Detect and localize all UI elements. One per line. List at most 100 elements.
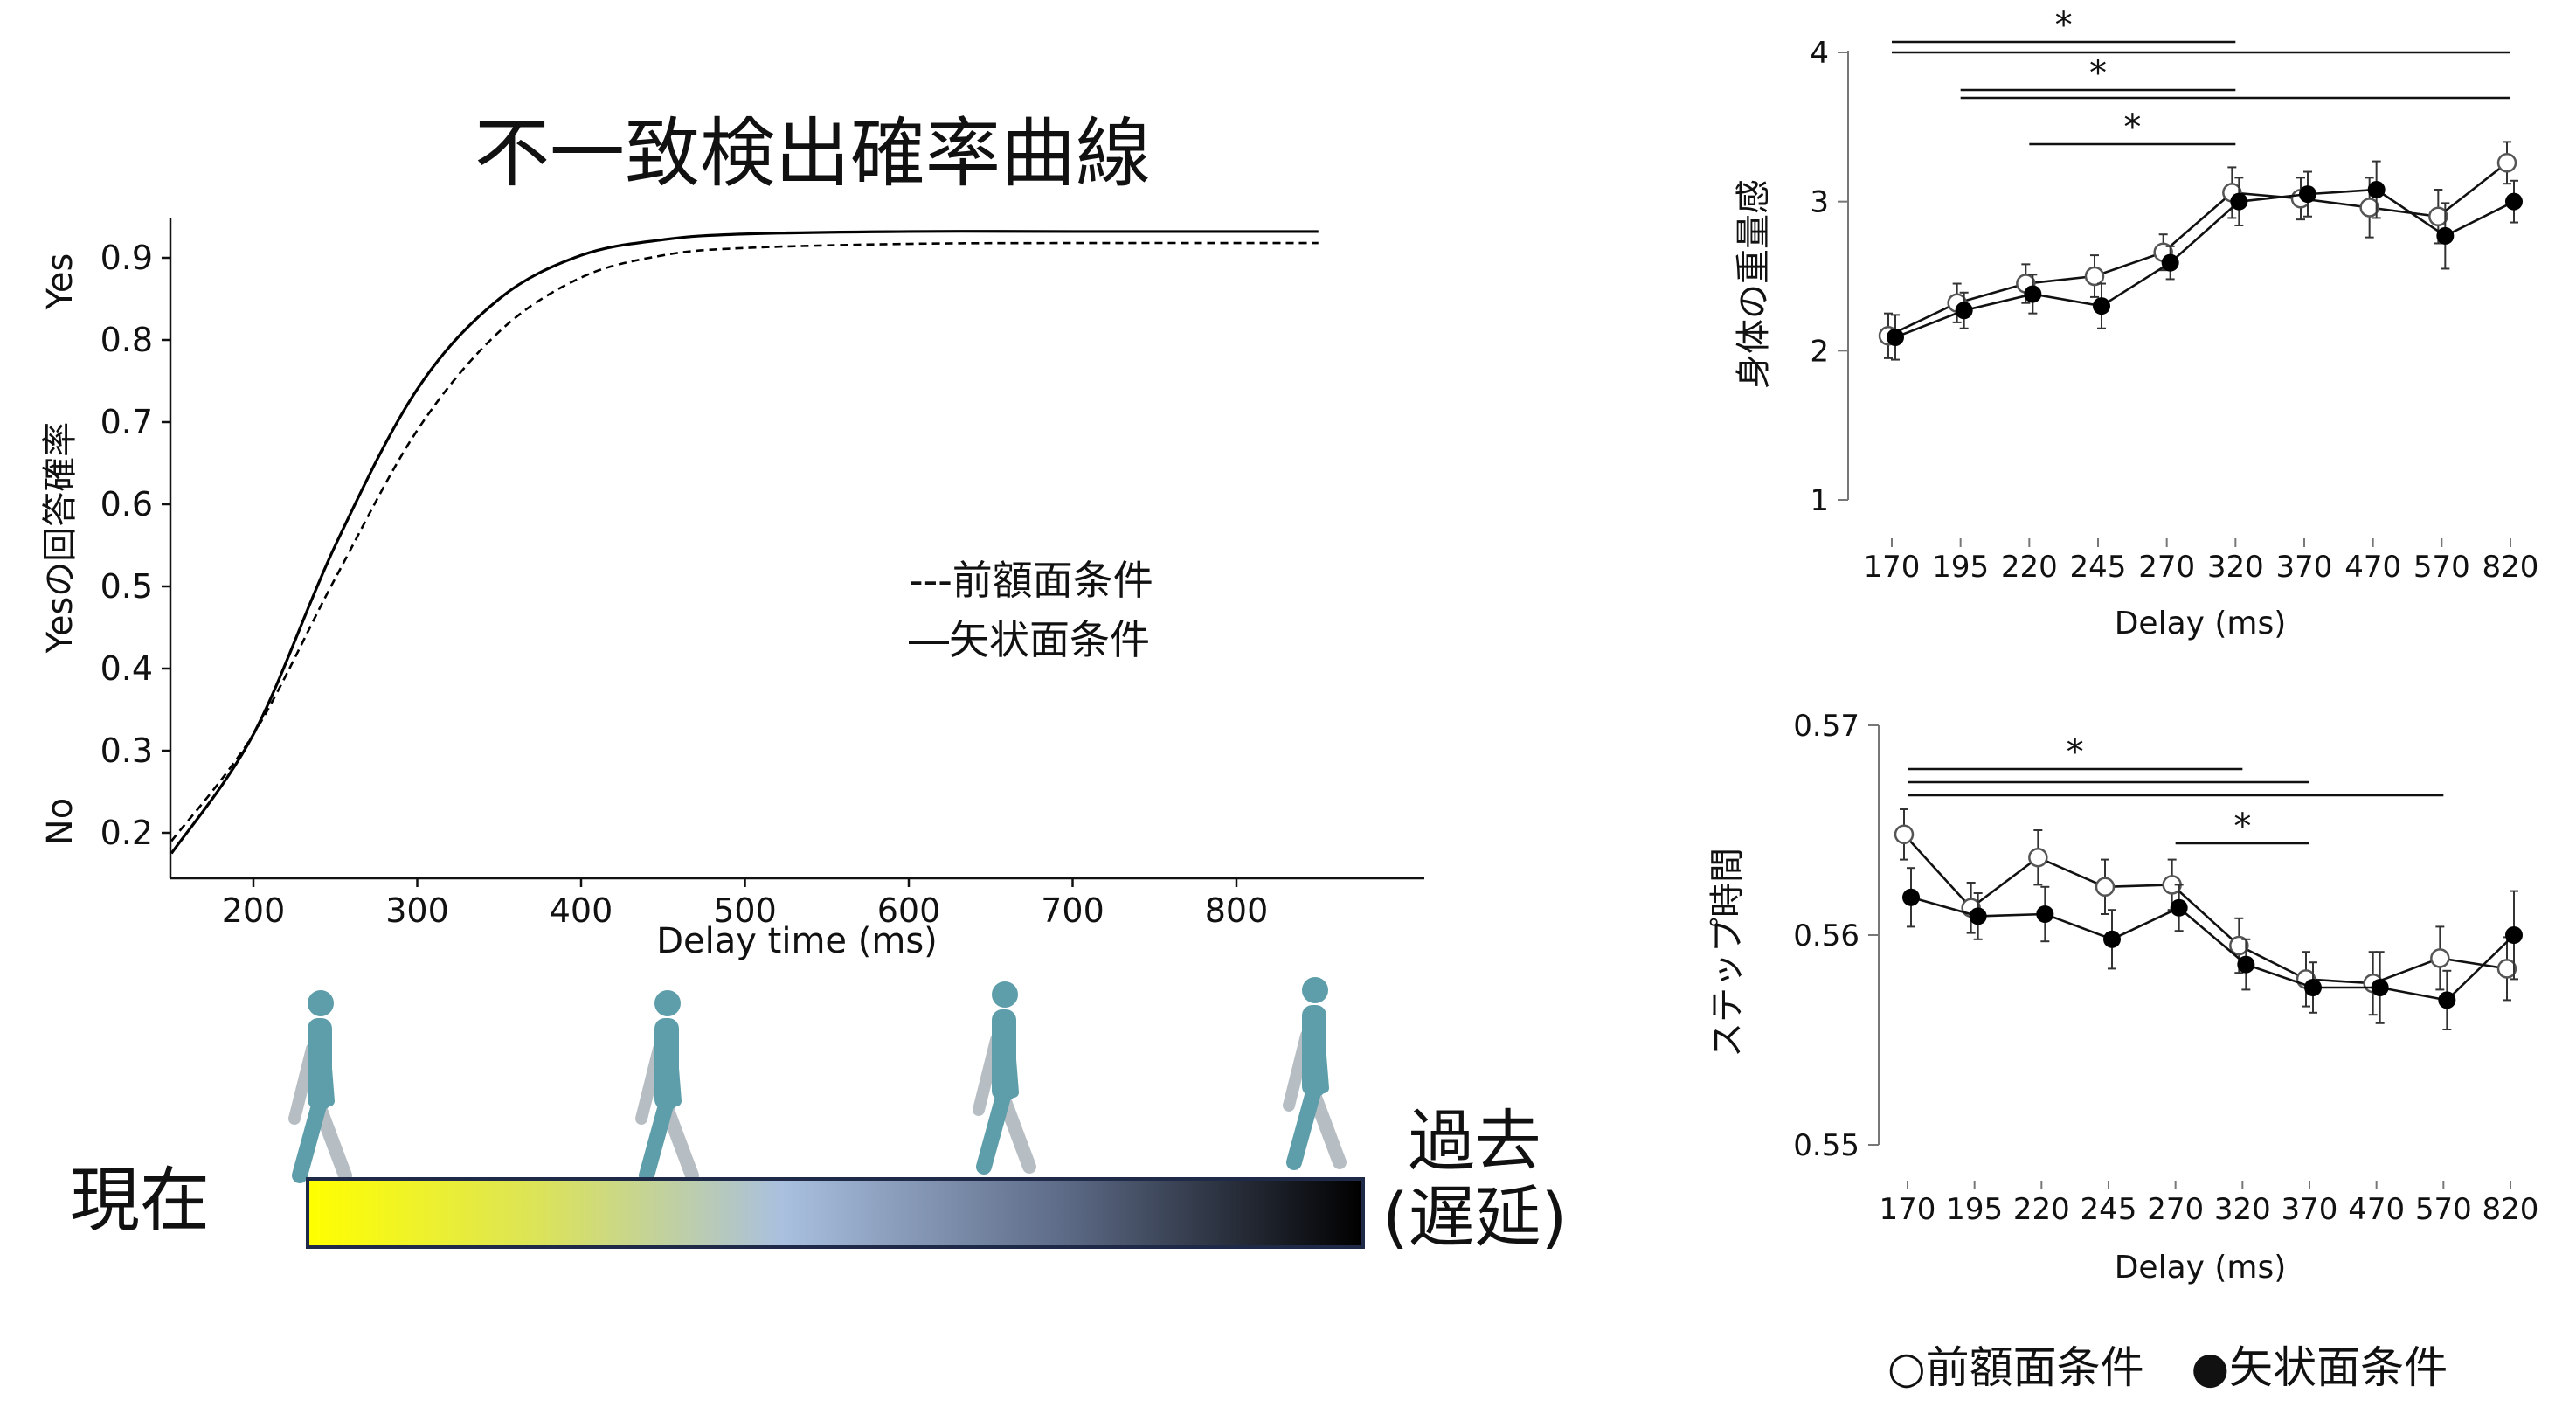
frontal-series-line (1887, 162, 2508, 337)
walking-figure (1283, 977, 1347, 1170)
y-tick-label: 2 (1810, 334, 1829, 369)
condition-legend: ○前額面条件 ●矢状面条件 (1887, 1333, 2481, 1396)
figure-front-arm (1003, 1022, 1019, 1098)
filled-marker (2505, 192, 2523, 211)
x-tick-label: 570 (2415, 1192, 2472, 1227)
walking-figure (973, 981, 1036, 1175)
x-tick-label: 170 (1880, 1192, 1936, 1227)
figure-head (1302, 977, 1328, 1003)
y-tick-label: 0.5 (100, 567, 153, 606)
y-tick-label: 0.2 (100, 814, 153, 852)
body-weight-chart: 1 2 3 4 170 195 220 245 270 320 370 470 570 820 * * * (1810, 5, 2538, 585)
y-tick-label: 0.8 (100, 321, 153, 359)
x-tick-label: 320 (2214, 1192, 2271, 1227)
x-tick-label: 320 (2207, 550, 2264, 585)
x-tick-label: 220 (2013, 1192, 2070, 1227)
legend-open-frontal: ○前額面条件 (1887, 1342, 2144, 1393)
filled-marker (1902, 888, 1920, 906)
body-weight-x-axis-label: Delay (ms) (2115, 606, 2287, 641)
y-tick-label: 3 (1810, 185, 1829, 220)
figure-front-leg (976, 1089, 1011, 1175)
figure-head (992, 981, 1018, 1008)
x-tick-label: 370 (2276, 550, 2333, 585)
open-marker (2095, 877, 2116, 898)
main-curves (170, 230, 1319, 855)
legend-filled-sagittal: ●矢状面条件 (2191, 1342, 2448, 1393)
open-marker (2428, 206, 2448, 226)
x-tick-label: 245 (2081, 1192, 2137, 1227)
x-tick-label: 470 (2344, 550, 2401, 585)
main-axis-ticks: 200 300 400 500 600 700 800 0.2 0.3 0.4 0.5 0.6 0.7 0… (100, 239, 1269, 930)
sagittal-curve (170, 230, 1319, 855)
past-delay-label: 過去 (遅延) (1382, 1103, 1567, 1256)
filled-marker (2304, 979, 2322, 996)
significance-star: * (2055, 5, 2073, 45)
filled-marker (2161, 253, 2179, 272)
main-y-axis-label: Yesの回答確率 (40, 422, 80, 655)
y-tick-label: 0.57 (1793, 709, 1859, 744)
open-marker (2496, 959, 2517, 979)
x-tick-label: 800 (1205, 891, 1269, 930)
step-time-x-axis-label: Delay (ms) (2115, 1250, 2287, 1286)
frontal-series-line (1903, 833, 2508, 985)
filled-marker (1955, 302, 1973, 320)
y-tick-label: 0.4 (100, 649, 153, 688)
now-label: 現在 (70, 1160, 210, 1241)
y-tick-label: 0.3 (100, 731, 153, 770)
figure-front-arm (1313, 1017, 1329, 1093)
figure-front-leg (1286, 1085, 1321, 1170)
open-marker (2496, 153, 2517, 173)
filled-marker (2093, 297, 2110, 315)
x-tick-label: 700 (1041, 891, 1104, 930)
filled-marker (2438, 991, 2456, 1009)
x-tick-label: 195 (1932, 550, 1989, 585)
y-tick-label: 0.55 (1793, 1128, 1859, 1163)
y-tick-label: 0.56 (1793, 918, 1859, 953)
step-time-y-axis-label: ステップ時間 (1707, 848, 1748, 1057)
legend-sagittal: ―矢状面条件 (909, 616, 1150, 663)
y-tick-label: 0.7 (100, 403, 153, 441)
body-weight-y-axis-label: 身体の重量感 (1734, 179, 1774, 389)
sagittal-series-line (1894, 188, 2515, 339)
x-tick-label: 570 (2413, 550, 2470, 585)
filled-marker (2024, 285, 2042, 303)
no-label: No (40, 798, 80, 845)
x-tick-label: 300 (385, 891, 449, 930)
filled-marker (2170, 898, 2188, 917)
filled-marker (2436, 226, 2455, 245)
filled-marker (2299, 185, 2316, 204)
main-chart-title: 不一致検出確率曲線 (474, 110, 1151, 198)
filled-marker (2036, 905, 2054, 923)
x-tick-label: 500 (713, 891, 777, 930)
open-marker (2084, 266, 2105, 287)
open-marker (2359, 198, 2379, 218)
x-tick-label: 170 (1864, 550, 1921, 585)
walking-figure (288, 990, 352, 1183)
x-tick-label: 195 (1946, 1192, 2003, 1227)
open-marker (2229, 935, 2249, 956)
step-time-chart: 0.55 0.56 0.57 170 195 220 245 270 320 370 470 570 8… (1793, 709, 2538, 1227)
x-tick-label: 470 (2348, 1192, 2405, 1227)
open-marker (2028, 847, 2048, 868)
significance-star: * (2123, 107, 2141, 148)
yes-label: Yes (40, 253, 80, 311)
filled-marker (2237, 955, 2255, 974)
figure-head (654, 990, 681, 1016)
filled-marker (1969, 907, 1987, 925)
y-tick-label: 0.9 (100, 239, 153, 277)
x-tick-label: 245 (2070, 550, 2127, 585)
walking-figure (635, 990, 699, 1183)
open-marker (2430, 948, 2450, 968)
y-tick-label: 4 (1810, 36, 1829, 71)
x-tick-label: 220 (2001, 550, 2058, 585)
filled-marker (2505, 926, 2523, 944)
significance-star: * (2233, 807, 2251, 847)
delay-label: (遅延) (1382, 1178, 1568, 1257)
x-tick-label: 820 (2483, 1192, 2539, 1227)
x-tick-label: 270 (2138, 550, 2195, 585)
x-tick-label: 200 (222, 891, 286, 930)
delay-gradient-bar (306, 1177, 1365, 1249)
x-tick-label: 600 (877, 891, 941, 930)
